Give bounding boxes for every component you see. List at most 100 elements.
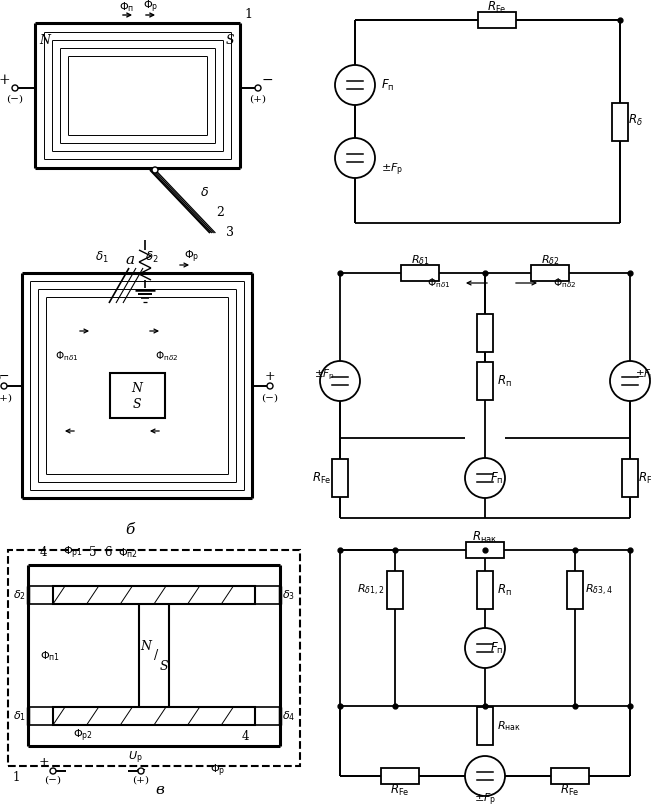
Bar (381, 768, 419, 784)
Text: $\Phi_{\mathrm{п}\delta1}$: $\Phi_{\mathrm{п}\delta1}$ (426, 276, 450, 290)
Circle shape (320, 361, 360, 401)
Bar (567, 571, 583, 609)
Bar (53, 707, 255, 725)
Text: $F_\mathrm{п}$: $F_\mathrm{п}$ (490, 641, 503, 655)
Circle shape (267, 383, 273, 389)
Text: S: S (133, 398, 141, 410)
Circle shape (12, 85, 18, 91)
Bar (387, 571, 403, 609)
Text: $U_\mathrm{р}$: $U_\mathrm{р}$ (128, 750, 143, 766)
Text: (+): (+) (249, 95, 266, 103)
Text: $\pm F_\mathrm{р}$: $\pm F_\mathrm{р}$ (314, 368, 335, 382)
Text: 1: 1 (244, 9, 252, 22)
Circle shape (465, 756, 505, 796)
Bar (477, 707, 493, 745)
Text: $R_\mathrm{п}$: $R_\mathrm{п}$ (497, 373, 512, 389)
Text: $\Phi_{\mathrm{р}1}$: $\Phi_{\mathrm{р}1}$ (63, 545, 83, 562)
Circle shape (255, 85, 261, 91)
Text: (−): (−) (44, 776, 61, 785)
Text: $R_\mathrm{п}$: $R_\mathrm{п}$ (497, 583, 512, 598)
Text: $\delta_3$: $\delta_3$ (282, 588, 295, 602)
Text: $\pm F_\mathrm{р}$: $\pm F_\mathrm{р}$ (381, 162, 403, 179)
Text: S: S (159, 659, 169, 672)
Text: N: N (141, 639, 152, 653)
Text: (−): (−) (7, 95, 23, 103)
Text: $\Phi_{\mathrm{п}\delta1}$: $\Phi_{\mathrm{п}\delta1}$ (55, 349, 79, 363)
Circle shape (50, 768, 56, 774)
Text: $R_\mathrm{Fe}$: $R_\mathrm{Fe}$ (561, 782, 580, 797)
Circle shape (610, 361, 650, 401)
Text: 3: 3 (226, 226, 234, 239)
Text: (+): (+) (0, 393, 12, 402)
Text: $\Phi_{\mathrm{р}2}$: $\Phi_{\mathrm{р}2}$ (73, 728, 93, 744)
Text: $F_\mathrm{п}$: $F_\mathrm{п}$ (381, 78, 395, 93)
Text: S: S (226, 35, 234, 48)
Text: в: в (156, 783, 165, 797)
Bar (332, 459, 348, 497)
Text: $\delta_1$: $\delta_1$ (13, 709, 26, 723)
Bar (612, 103, 628, 141)
Text: 1: 1 (13, 771, 20, 784)
Text: +: + (265, 369, 275, 382)
Text: −: − (136, 764, 146, 776)
Bar (53, 586, 255, 604)
Text: $\Phi_\mathrm{п}$: $\Phi_\mathrm{п}$ (119, 0, 135, 14)
Text: 4: 4 (242, 730, 249, 743)
Circle shape (465, 458, 505, 498)
Text: $\pm F_\mathrm{р}$: $\pm F_\mathrm{р}$ (474, 792, 496, 808)
Bar (477, 571, 493, 609)
Text: (−): (−) (262, 393, 279, 402)
Text: $R_\mathrm{Fe}$: $R_\mathrm{Fe}$ (312, 470, 332, 486)
Text: $F_\mathrm{п}$: $F_\mathrm{п}$ (490, 470, 503, 486)
Circle shape (138, 768, 144, 774)
Circle shape (465, 628, 505, 668)
Text: $\delta$: $\delta$ (201, 187, 210, 200)
Text: /: / (154, 650, 158, 663)
Bar (401, 265, 439, 281)
Text: $R_{\delta2}$: $R_{\delta2}$ (541, 253, 559, 267)
Text: $R_{\delta1}$: $R_{\delta1}$ (411, 253, 430, 267)
Bar (110, 373, 165, 418)
Text: $U_\mathrm{р}$: $U_\mathrm{р}$ (0, 370, 2, 386)
Bar (478, 12, 516, 28)
Bar (8, 550, 300, 766)
Text: $\Phi_\mathrm{р}$: $\Phi_\mathrm{р}$ (184, 249, 200, 265)
Text: $R_\mathrm{Fe}$: $R_\mathrm{Fe}$ (390, 782, 409, 797)
Text: 4: 4 (39, 546, 47, 559)
Text: +: + (38, 755, 49, 768)
Text: $\Phi_{\mathrm{п}2}$: $\Phi_{\mathrm{п}2}$ (118, 546, 138, 560)
Text: 6: 6 (104, 546, 112, 559)
Text: 5: 5 (89, 546, 97, 559)
Circle shape (335, 65, 375, 105)
Text: 2: 2 (216, 207, 224, 220)
Text: $\Phi_\mathrm{р}$: $\Phi_\mathrm{р}$ (143, 0, 159, 15)
Text: $\delta_1$: $\delta_1$ (95, 250, 109, 264)
Bar (622, 459, 638, 497)
Text: $R_\mathrm{нак}$: $R_\mathrm{нак}$ (473, 529, 497, 545)
Text: $\Phi_{\mathrm{п}1}$: $\Phi_{\mathrm{п}1}$ (40, 649, 60, 663)
Text: б: б (126, 523, 135, 537)
Bar (466, 542, 504, 558)
Text: $R_{\delta1,2}$: $R_{\delta1,2}$ (357, 583, 385, 598)
Text: −: − (0, 369, 9, 382)
Bar (551, 768, 589, 784)
Circle shape (1, 383, 7, 389)
Text: +: + (0, 73, 10, 87)
Text: $R_{\delta3,4}$: $R_{\delta3,4}$ (585, 583, 613, 598)
Text: $\Phi_\mathrm{р}$: $\Phi_\mathrm{р}$ (210, 763, 226, 779)
Text: $\pm F_\mathrm{р}$: $\pm F_\mathrm{р}$ (635, 368, 651, 382)
Bar (477, 362, 493, 400)
Text: $\delta_4$: $\delta_4$ (282, 709, 296, 723)
Text: $\Phi_{\mathrm{п}\delta2}$: $\Phi_{\mathrm{п}\delta2}$ (156, 349, 178, 363)
Text: $\Phi_{\mathrm{п}\delta2}$: $\Phi_{\mathrm{п}\delta2}$ (553, 276, 576, 290)
Text: $R_\mathrm{нак}$: $R_\mathrm{нак}$ (497, 719, 521, 733)
Circle shape (152, 167, 158, 173)
Text: а: а (126, 253, 135, 267)
Bar (531, 265, 569, 281)
Text: $\delta_2$: $\delta_2$ (13, 588, 26, 602)
Bar (477, 314, 493, 352)
Text: N: N (40, 35, 51, 48)
Text: −: − (262, 73, 273, 87)
Text: $\delta_2$: $\delta_2$ (145, 250, 159, 264)
Text: N: N (132, 381, 143, 394)
